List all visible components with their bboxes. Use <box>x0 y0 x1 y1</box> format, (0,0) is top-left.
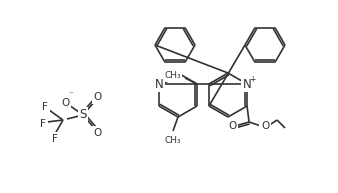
Text: +: + <box>249 74 255 84</box>
Text: F: F <box>52 134 58 144</box>
Text: F: F <box>42 102 48 112</box>
Text: N: N <box>243 78 251 91</box>
Text: O: O <box>94 92 102 102</box>
Text: ⁻: ⁻ <box>69 91 73 100</box>
Text: O: O <box>228 121 236 131</box>
Text: F: F <box>40 119 46 129</box>
Text: N: N <box>154 78 163 91</box>
Text: S: S <box>79 108 87 122</box>
Text: O: O <box>94 128 102 138</box>
Text: CH₃: CH₃ <box>165 136 181 145</box>
Text: CH₃: CH₃ <box>164 71 181 80</box>
Text: O: O <box>261 121 269 131</box>
Text: O: O <box>61 98 69 108</box>
